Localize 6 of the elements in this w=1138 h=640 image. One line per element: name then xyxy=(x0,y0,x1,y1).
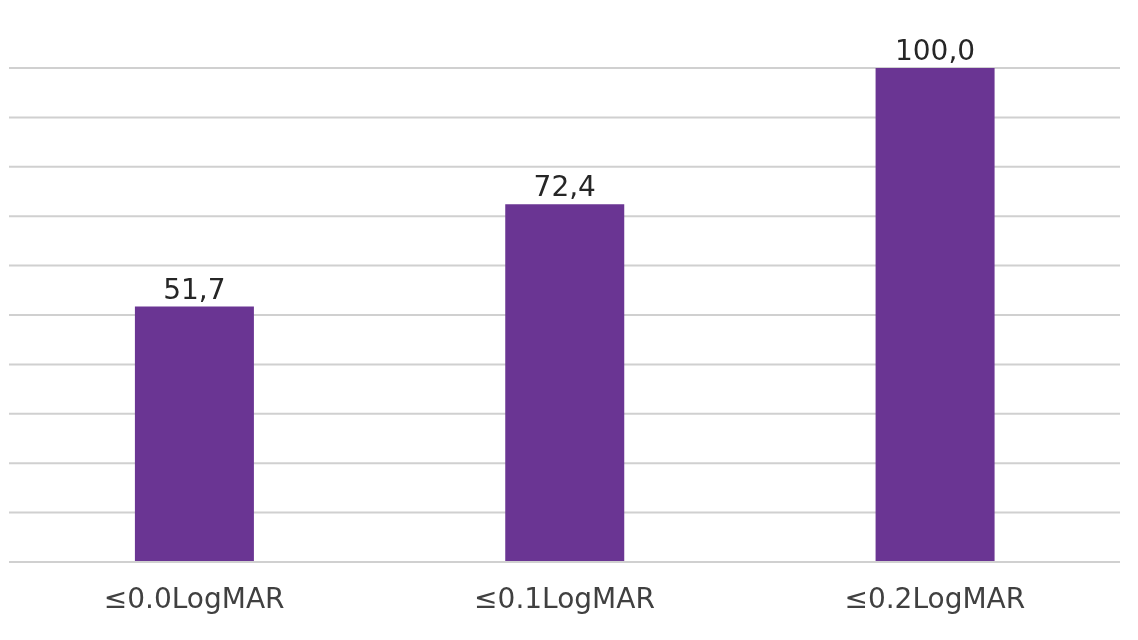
x-tick-label: ≤0.2LogMAR xyxy=(844,581,1026,615)
data-label: 72,4 xyxy=(533,170,596,204)
data-label: 100,0 xyxy=(894,34,976,67)
data-label: 51,7 xyxy=(163,272,226,306)
x-tick-label: ≤0.1LogMAR xyxy=(474,581,655,615)
x-tick-label: ≤0.0LogMAR xyxy=(103,581,285,615)
